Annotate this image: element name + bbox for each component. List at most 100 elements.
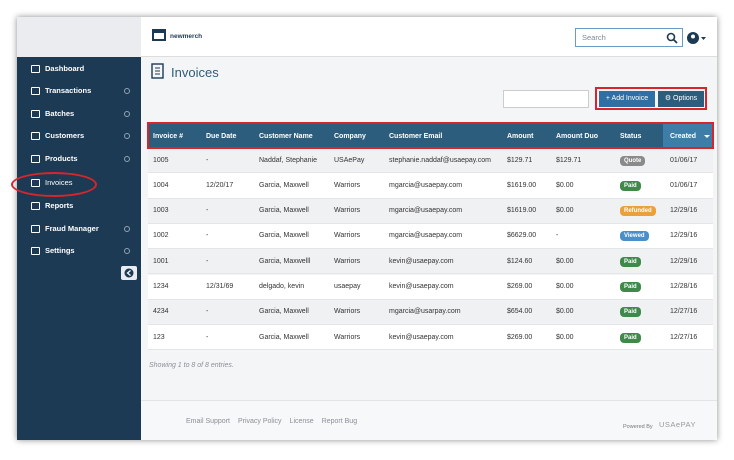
table-cell: 1234: [153, 283, 169, 290]
nav-label: Fraud Manager: [45, 224, 99, 233]
user-menu[interactable]: [686, 31, 708, 45]
table-cell: delgado, kevin: [259, 283, 305, 290]
status-badge: Paid: [620, 282, 641, 292]
table-cell: 12/27/16: [670, 308, 698, 316]
status-badge: Paid: [620, 180, 641, 191]
table-cell: Warriors: [334, 333, 361, 341]
expand-icon: [124, 111, 130, 117]
invoices-icon: [151, 63, 164, 79]
footer-link[interactable]: Report Bug: [321, 418, 358, 425]
table-cell: 12/29/16: [670, 232, 698, 240]
status-badge: Quote: [620, 155, 646, 166]
footer-link[interactable]: Email Support: [186, 418, 230, 425]
column-header[interactable]: Created: [670, 133, 697, 140]
table-cell: $1619.00: [507, 181, 537, 189]
table-cell: USAePay: [334, 156, 365, 164]
table-cell: $129.71: [507, 156, 533, 164]
footer-link[interactable]: License: [289, 418, 314, 425]
column-header[interactable]: Customer Name: [259, 133, 313, 140]
plus-icon: +: [605, 95, 610, 102]
nav-icon: [31, 202, 40, 210]
filter-input[interactable]: [503, 90, 589, 108]
table-cell: 123: [153, 333, 165, 341]
search-box[interactable]: [575, 28, 683, 47]
table-cell: Warriors: [334, 308, 361, 316]
table-cell: $654.00: [507, 308, 533, 316]
highlight-box: [595, 87, 707, 110]
table-cell: -: [206, 156, 209, 164]
status-badge: Paid: [620, 332, 641, 343]
search-placeholder: Search: [582, 33, 606, 42]
table-cell: -: [206, 207, 209, 215]
footer-links: Email Support Privacy Policy License Report…: [186, 417, 357, 429]
column-header[interactable]: Company: [334, 133, 366, 140]
table-cell: Garcia, Maxwell: [259, 207, 309, 215]
table-cell: 1001: [153, 257, 169, 265]
nav-label: Products: [45, 154, 78, 163]
button-label: Options: [673, 95, 698, 102]
nav-icon: [31, 87, 40, 95]
expand-icon: [124, 88, 130, 94]
button-label: Add Invoice: [611, 95, 649, 102]
table-cell: 12/27/16: [670, 333, 698, 341]
table-cell: kevin@usaepay.com: [389, 257, 454, 265]
nav-label: Transactions: [45, 86, 92, 95]
nav-label: Settings: [45, 246, 75, 255]
nav-icon: [31, 179, 40, 187]
table-cell: Naddaf, Stephanie: [259, 156, 317, 164]
table-cell: kevin@usaepay.com: [389, 333, 454, 341]
table-cell: -: [206, 308, 209, 316]
table-row: [148, 223, 713, 250]
table-cell: 12/29/16: [670, 207, 698, 215]
table-cell: $0.00: [556, 308, 574, 316]
table-row: [148, 299, 713, 326]
table-cell: Garcia, Maxwell: [259, 181, 309, 189]
column-header[interactable]: Customer Email: [389, 133, 443, 140]
nav-icon: [31, 110, 40, 118]
table-row: [148, 274, 713, 300]
table-cell: $1619.00: [507, 207, 537, 215]
table-cell: -: [206, 333, 209, 341]
expand-icon: [124, 133, 130, 139]
table-cell: $0.00: [556, 257, 574, 265]
table-cell: Warriors: [334, 257, 361, 265]
table-row: [148, 198, 713, 224]
table-cell: 12/20/17: [206, 181, 234, 189]
status-badge: Refunded: [620, 206, 656, 217]
table-row: [148, 249, 713, 275]
table-cell: $0.00: [556, 333, 574, 341]
table-cell: $6629.00: [507, 232, 537, 240]
table-cell: 12/29/16: [670, 257, 698, 265]
add-invoice-button[interactable]: + Add Invoice: [599, 91, 655, 107]
column-header[interactable]: Invoice #: [153, 133, 183, 140]
table-cell: kevin@usaepay.com: [389, 283, 454, 290]
collapse-button[interactable]: [121, 266, 137, 280]
nav-label: Batches: [45, 109, 75, 118]
table-cell: 12/28/16: [670, 283, 698, 290]
table-cell: $0.00: [556, 181, 574, 189]
nav-label: Dashboard: [45, 64, 85, 73]
column-header[interactable]: Due Date: [206, 133, 237, 140]
column-header[interactable]: Amount: [507, 133, 534, 140]
search-icon[interactable]: [666, 32, 678, 44]
table-cell: -: [556, 232, 559, 240]
column-header[interactable]: Status: [620, 133, 642, 140]
collapse-icon: [124, 268, 134, 278]
table-cell: $129.71: [556, 156, 582, 164]
table-cell: $269.00: [507, 283, 533, 290]
table-cell: Garcia, Maxwell: [259, 308, 309, 316]
nav-label: Customers: [45, 131, 85, 140]
table-row: [148, 173, 713, 199]
table-cell: mgarcia@usaepay.com: [389, 232, 463, 240]
expand-icon: [124, 248, 130, 254]
powered-by: Powered By: [623, 424, 653, 430]
table-summary: Showing 1 to 8 of 8 entries.: [149, 362, 234, 369]
column-header[interactable]: Amount Duo: [556, 133, 598, 140]
logo-icon: [152, 29, 166, 41]
footer-link[interactable]: Privacy Policy: [237, 418, 282, 425]
table-cell: mgarcia@usarpay.com: [389, 308, 461, 316]
table-cell: -: [206, 232, 209, 240]
footer: [141, 400, 717, 440]
options-button[interactable]: ⚙ Options: [658, 91, 704, 107]
